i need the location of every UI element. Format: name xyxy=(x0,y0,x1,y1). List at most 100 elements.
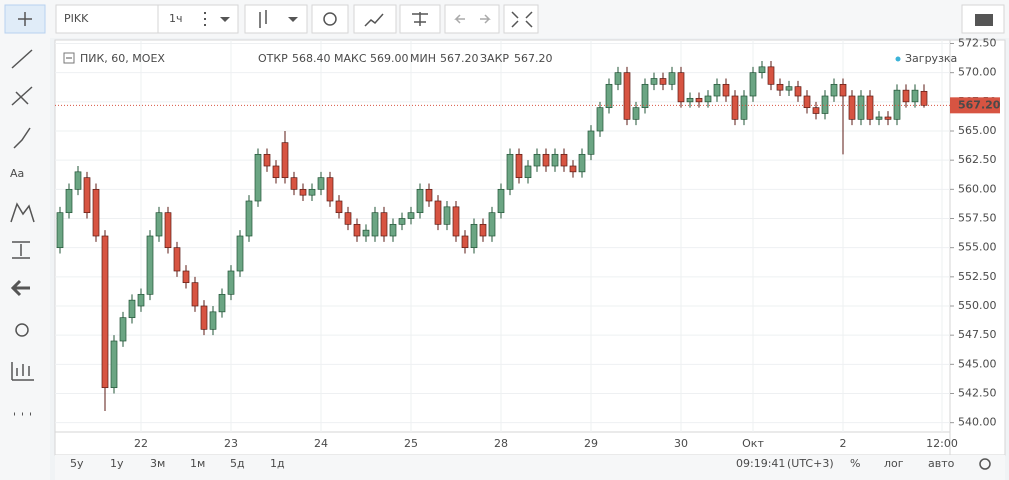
candle-body xyxy=(713,83,721,97)
chart-style-button[interactable] xyxy=(244,4,308,34)
x-tick-label: 23 xyxy=(224,437,238,450)
candle-body xyxy=(479,223,487,237)
fib-tool[interactable] xyxy=(11,86,33,106)
candle-body xyxy=(722,83,730,97)
settings-icon[interactable] xyxy=(979,458,991,470)
auto-toggle[interactable]: авто xyxy=(928,457,955,470)
text-tool[interactable]: Aa xyxy=(10,167,24,180)
candle-body xyxy=(344,212,352,225)
candle-body xyxy=(299,188,307,196)
candle-body xyxy=(821,95,829,114)
candle-body xyxy=(893,89,901,120)
candle-body xyxy=(533,153,541,167)
legend-high: 569.00 xyxy=(370,52,409,65)
candle-body xyxy=(668,72,676,85)
candle-body xyxy=(371,212,379,237)
range-button[interactable]: 5д xyxy=(230,457,245,470)
x-tick-label: 2 xyxy=(840,437,847,450)
candles-icon xyxy=(259,10,267,28)
candle-body xyxy=(605,83,613,109)
fullscreen-button[interactable] xyxy=(503,4,539,34)
camera-icon xyxy=(975,14,993,26)
indicators-button[interactable] xyxy=(353,4,397,34)
compare-button[interactable] xyxy=(399,4,441,34)
y-tick-label: 572.50 xyxy=(958,37,997,50)
candle-body xyxy=(920,90,928,106)
left-toolbar xyxy=(0,38,50,480)
brush-tool[interactable] xyxy=(13,127,31,149)
remove-tool[interactable] xyxy=(10,279,30,297)
symbol-input[interactable] xyxy=(55,4,159,34)
x-tick-label: 12:00 xyxy=(926,437,958,450)
y-tick-label: 557.50 xyxy=(958,212,997,225)
range-button[interactable]: 3м xyxy=(150,457,165,470)
candle-body xyxy=(641,83,649,109)
legend-close: 567.20 xyxy=(514,52,553,65)
log-toggle[interactable]: лог xyxy=(884,457,904,470)
candle-body xyxy=(83,177,91,214)
candle-body xyxy=(524,165,532,179)
x-tick-label: 30 xyxy=(674,437,688,450)
candle-body xyxy=(812,107,820,114)
candle-body xyxy=(902,89,910,103)
candle-body xyxy=(830,83,838,97)
legend-close-label: ЗАКР xyxy=(480,52,509,65)
candle-body xyxy=(173,247,181,272)
candle-body xyxy=(56,212,64,249)
y-tick-label: 570.00 xyxy=(958,66,997,79)
candle-body xyxy=(92,188,100,237)
candle-body xyxy=(398,218,406,225)
candle-body xyxy=(659,78,667,85)
legend-title: ПИК, 60, MOEX xyxy=(80,52,165,65)
zoom-tool[interactable] xyxy=(15,323,29,337)
interval: 1ч xyxy=(169,12,183,25)
x-tick-label: 22 xyxy=(134,437,148,450)
dropdown-arrow xyxy=(220,17,230,22)
crosshair-icon xyxy=(18,12,32,26)
candle-body xyxy=(632,107,640,120)
candle-body xyxy=(308,188,316,196)
candle-body xyxy=(848,95,856,120)
candle-body xyxy=(695,97,703,103)
candle-body xyxy=(551,153,559,167)
candle-body xyxy=(389,223,397,237)
candle-body xyxy=(65,188,73,214)
candle-body xyxy=(191,282,199,307)
crosshair-button[interactable] xyxy=(4,4,46,34)
range-button[interactable]: 5у xyxy=(70,457,84,470)
candle-body xyxy=(857,95,865,120)
range-button[interactable]: 1д xyxy=(270,457,285,470)
candle-body xyxy=(731,95,739,120)
candle-body xyxy=(155,212,163,237)
settings-button[interactable] xyxy=(311,4,349,34)
candle-body xyxy=(776,83,784,91)
y-tick-label: 555.00 xyxy=(958,241,997,254)
y-tick-label: 545.00 xyxy=(958,357,997,370)
undo-redo[interactable] xyxy=(444,4,500,34)
symbol: PIKK xyxy=(64,12,89,25)
bars-tool[interactable] xyxy=(11,362,34,381)
legend-open: 568.40 xyxy=(292,52,331,65)
range-button[interactable]: 1м xyxy=(190,457,205,470)
candle-body xyxy=(434,200,442,225)
bottom-bar xyxy=(55,455,1005,480)
trendline-tool[interactable] xyxy=(11,49,33,69)
candle-body xyxy=(281,142,289,179)
measure-tool[interactable] xyxy=(12,241,30,259)
legend-high-label: МАКС xyxy=(334,52,367,65)
candle-body xyxy=(866,95,874,120)
candle-body xyxy=(758,66,766,74)
candle-body xyxy=(137,293,145,307)
candle-body xyxy=(569,165,577,173)
pattern-tool[interactable] xyxy=(10,202,35,223)
candle-body xyxy=(497,188,505,214)
candle-body xyxy=(884,116,892,120)
candle-body xyxy=(128,299,136,319)
range-button[interactable]: 1у xyxy=(110,457,124,470)
percent-toggle[interactable]: % xyxy=(850,457,860,470)
legend-low: 567.20 xyxy=(440,52,479,65)
candle-body xyxy=(425,188,433,202)
candle-body xyxy=(317,177,325,190)
y-tick-label: 542.50 xyxy=(958,387,997,400)
